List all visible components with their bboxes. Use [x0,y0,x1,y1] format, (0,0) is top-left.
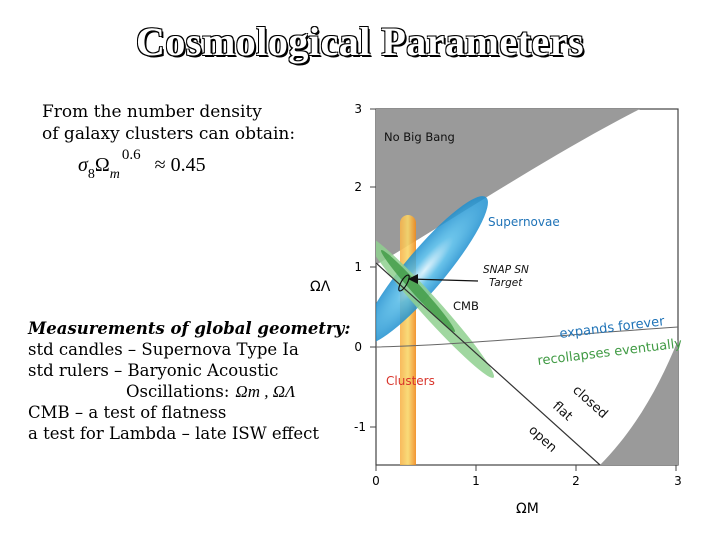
y-axis-label: ΩΛ [310,279,331,295]
x-axis-label: ΩM [516,501,539,517]
snap-arrow [409,278,479,282]
x-tick-0: 0 [372,474,380,488]
intro-text: From the number density of galaxy cluste… [42,101,295,145]
omega-diagram: 3 2 1 0 -1 0 1 2 3 ΩΛ ΩM No Big Bang Sup… [310,102,683,517]
x-tick-1: 1 [472,474,480,488]
supernovae-label: Supernovae [488,215,560,229]
supernovae-contour [376,196,488,344]
oscillations-label: Oscillations: [126,382,230,401]
measurements-list: Measurements of global geometry: std can… [28,318,350,444]
snap-target-ellipse [398,274,410,292]
y-tick-2: 2 [354,180,362,194]
formula-relation: ≈ 0.45 [154,154,206,176]
cluster-formula: σ8Ωm0.6 ≈ 0.45 [78,147,206,182]
axis-ticks [370,108,677,471]
y-tick-3: 3 [354,102,362,116]
measurement-line-cmb: CMB – a test of flatness [28,403,227,422]
formula-omega-sub: m [109,167,120,182]
snap-label-line2: Target [489,277,523,289]
expansion-boundary [376,326,678,348]
clusters-label: Clusters [386,374,435,388]
measurement-line-candles: std candles – Supernova Type Ia [28,340,299,359]
snap-label-line1: SNAP SN [483,264,529,276]
cmb-core [381,249,455,333]
y-tick-0: 0 [354,340,362,354]
formula-exponent: 0.6 [121,147,141,163]
formula-omega: Ω [94,154,110,176]
x-tick-3: 3 [674,474,682,488]
grey-region-bottom [600,340,678,465]
cmb-label: CMB [453,299,479,313]
snap-arrow-head [408,274,418,284]
formula-sigma-sub: 8 [87,167,95,182]
formula-sigma: σ [78,154,88,176]
intro-line-1: From the number density [42,102,262,122]
x-tick-2: 2 [572,474,580,488]
flat-line [376,262,601,465]
intro-line-2: of galaxy clusters can obtain: [42,124,296,144]
y-tick-1: 1 [354,260,362,274]
measurement-line-oscillations: Oscillations: Ωm , ΩΛ [28,381,350,402]
measurement-line-lambda: a test for Lambda – late ISW effect [28,424,320,443]
slide-title: Cosmological Parameters [135,19,585,64]
oscillations-symbols: Ωm , ΩΛ [235,382,296,401]
y-tick-minus1: -1 [354,420,366,434]
no-big-bang-label: No Big Bang [384,130,455,144]
measurement-line-rulers: std rulers – Baryonic Acoustic [28,361,279,380]
measurements-heading: Measurements of global geometry: [28,319,351,338]
no-big-bang-region [376,109,640,265]
